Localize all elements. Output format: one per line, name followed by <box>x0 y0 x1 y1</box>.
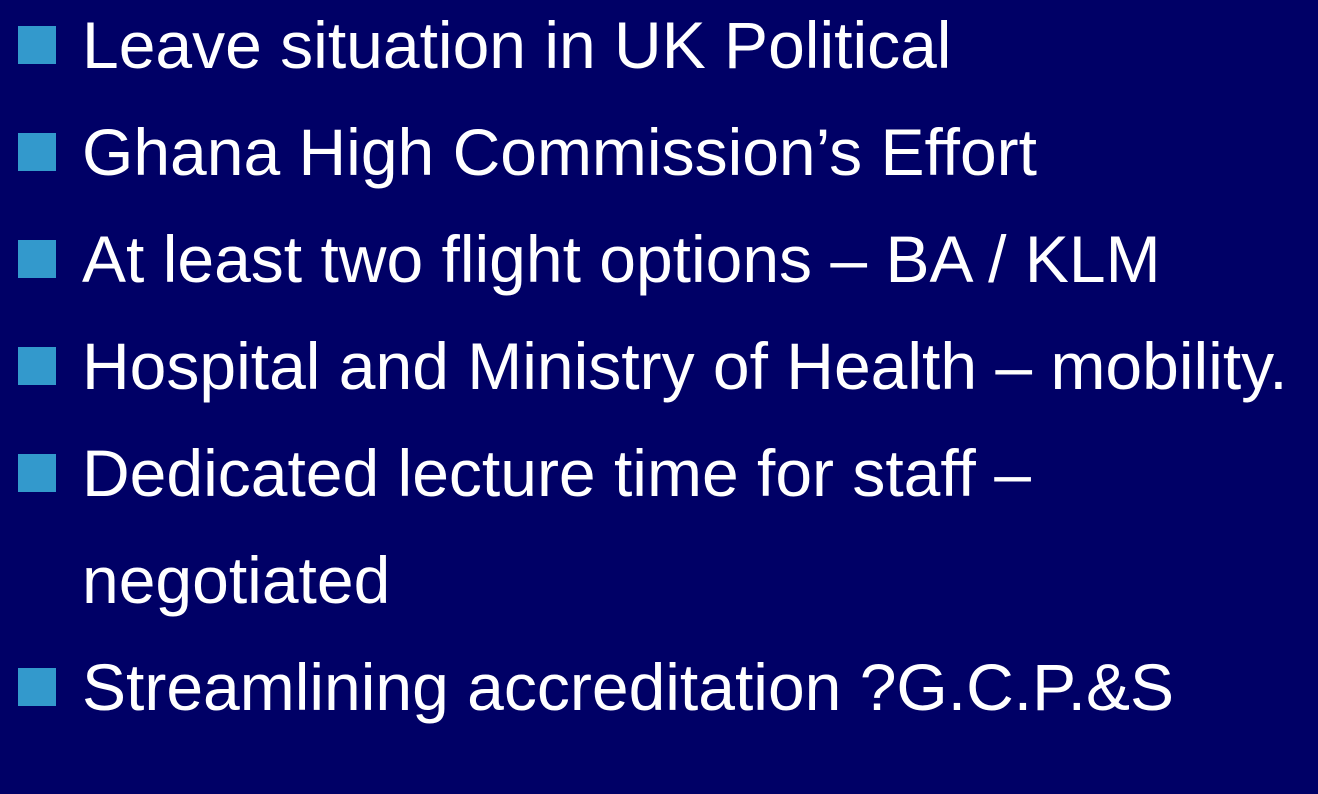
bullet-text: Hospital and Ministry of Health – mobili… <box>82 329 1288 403</box>
bullet-item: Hospital and Ministry of Health – mobili… <box>0 313 1314 420</box>
bullet-marker <box>18 133 56 171</box>
bullet-marker <box>18 347 56 385</box>
bullet-marker <box>18 26 56 64</box>
bullet-text: Ghana High Commission’s Effort <box>82 115 1037 189</box>
bullet-marker <box>18 668 56 706</box>
bullet-text: Leave situation in UK Political <box>82 8 952 82</box>
bullet-text: At least two flight options – BA / KLM <box>82 222 1161 296</box>
bullet-list: Leave situation in UK Political Ghana Hig… <box>0 0 1314 741</box>
bullet-marker <box>18 240 56 278</box>
bullet-text: Dedicated lecture time for staff – negot… <box>82 436 1031 617</box>
bullet-item: Streamlining accreditation ?G.C.P.&S <box>0 634 1314 741</box>
bullet-item: Leave situation in UK Political <box>0 0 1314 99</box>
bullet-item: Dedicated lecture time for staff – negot… <box>0 420 1314 634</box>
bullet-marker <box>18 454 56 492</box>
bullet-item: Ghana High Commission’s Effort <box>0 99 1314 206</box>
bullet-text: Streamlining accreditation ?G.C.P.&S <box>82 650 1174 724</box>
bullet-item: At least two flight options – BA / KLM <box>0 206 1314 313</box>
